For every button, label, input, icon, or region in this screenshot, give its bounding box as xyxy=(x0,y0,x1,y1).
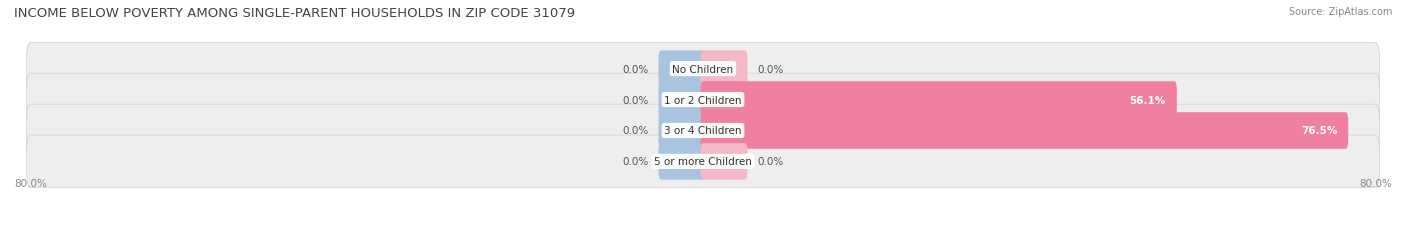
Text: 80.0%: 80.0% xyxy=(14,179,46,188)
Text: No Children: No Children xyxy=(672,64,734,74)
FancyBboxPatch shape xyxy=(700,113,1348,149)
FancyBboxPatch shape xyxy=(27,43,1379,95)
Text: 0.0%: 0.0% xyxy=(621,157,648,167)
FancyBboxPatch shape xyxy=(700,51,748,88)
FancyBboxPatch shape xyxy=(700,143,748,180)
Text: 76.5%: 76.5% xyxy=(1301,126,1337,136)
Text: 1 or 2 Children: 1 or 2 Children xyxy=(664,95,742,105)
Text: 56.1%: 56.1% xyxy=(1129,95,1166,105)
FancyBboxPatch shape xyxy=(27,105,1379,157)
FancyBboxPatch shape xyxy=(700,82,1177,118)
Text: 80.0%: 80.0% xyxy=(1360,179,1392,188)
Text: 0.0%: 0.0% xyxy=(621,126,648,136)
FancyBboxPatch shape xyxy=(658,143,706,180)
Text: Source: ZipAtlas.com: Source: ZipAtlas.com xyxy=(1288,7,1392,17)
Text: INCOME BELOW POVERTY AMONG SINGLE-PARENT HOUSEHOLDS IN ZIP CODE 31079: INCOME BELOW POVERTY AMONG SINGLE-PARENT… xyxy=(14,7,575,20)
FancyBboxPatch shape xyxy=(27,74,1379,126)
Text: 0.0%: 0.0% xyxy=(758,64,785,74)
Text: 5 or more Children: 5 or more Children xyxy=(654,157,752,167)
Text: 0.0%: 0.0% xyxy=(621,64,648,74)
FancyBboxPatch shape xyxy=(658,82,706,118)
Text: 0.0%: 0.0% xyxy=(758,157,785,167)
FancyBboxPatch shape xyxy=(658,51,706,88)
FancyBboxPatch shape xyxy=(658,113,706,149)
Text: 0.0%: 0.0% xyxy=(621,95,648,105)
Text: 3 or 4 Children: 3 or 4 Children xyxy=(664,126,742,136)
FancyBboxPatch shape xyxy=(27,136,1379,188)
